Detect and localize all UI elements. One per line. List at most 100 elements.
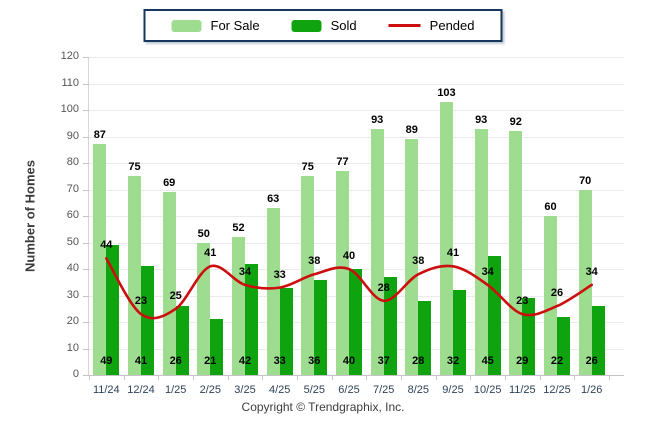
x-axis-tick	[505, 376, 506, 380]
y-axis-tick-label: 110	[61, 76, 79, 89]
for-sale-bar	[93, 144, 107, 375]
for-sale-bar	[266, 208, 280, 375]
x-axis-label: 12/25	[543, 384, 571, 396]
for-sale-value-label: 77	[336, 155, 349, 168]
pended-value-label: 41	[446, 247, 460, 260]
x-axis-tick	[123, 376, 125, 380]
y-axis-tick-label: 70	[66, 182, 79, 195]
pended-value-label: 23	[134, 295, 148, 307]
pended-value-label: 23	[516, 295, 529, 307]
x-axis-label: 9/25	[442, 384, 464, 396]
x-axis-tick	[609, 376, 610, 380]
for-sale-value-label: 92	[509, 116, 522, 129]
for-sale-value-label: 87	[93, 129, 106, 142]
y-axis-tick-label: 20	[66, 315, 79, 327]
legend-item-for-sale: For Sale	[171, 18, 260, 33]
y-axis-tick-label: 80	[66, 156, 79, 168]
legend-item-pended: Pended	[388, 18, 475, 33]
sold-bar	[487, 255, 501, 375]
pended-value-label: 34	[585, 265, 598, 278]
gridline	[89, 216, 624, 217]
pended-value-label: 33	[273, 268, 286, 281]
x-axis-label: 8/25	[407, 384, 429, 396]
sold-bar	[245, 263, 258, 375]
sold-value-label: 45	[481, 355, 494, 367]
sold-value-label: 21	[204, 355, 217, 367]
x-axis-tick	[366, 376, 368, 380]
sold-bar	[453, 290, 466, 375]
x-axis-tick	[193, 376, 194, 380]
sold-bar	[418, 300, 432, 375]
gridline	[89, 110, 624, 111]
x-axis-label: 4/25	[268, 384, 291, 396]
sold-value-label: 42	[238, 355, 252, 367]
x-axis-label: 2/25	[199, 384, 221, 396]
y-axis-tick	[83, 295, 89, 297]
pended-value-label: 41	[204, 247, 217, 260]
sold-bar	[314, 279, 328, 375]
sold-bar	[210, 319, 224, 375]
sold-value-label: 22	[550, 355, 564, 367]
legend-swatch-icon	[291, 19, 322, 32]
y-axis-tick	[83, 375, 89, 376]
y-axis-tick	[83, 110, 89, 111]
pended-value-label: 26	[550, 287, 564, 300]
for-sale-value-label: 93	[475, 113, 488, 126]
for-sale-value-label: 103	[437, 87, 456, 100]
x-axis-label: 1/26	[580, 384, 603, 396]
pended-value-label: 40	[342, 250, 356, 262]
for-sale-bar	[162, 192, 176, 375]
y-axis-tick	[83, 269, 89, 270]
for-sale-value-label: 69	[163, 177, 176, 190]
y-axis-tick-label: 100	[60, 103, 79, 115]
gridline	[89, 163, 624, 164]
x-axis-label: 6/25	[338, 384, 360, 396]
legend-label: For Sale	[210, 18, 260, 33]
gridline	[89, 189, 624, 191]
for-sale-value-label: 60	[544, 201, 557, 213]
x-axis-label: 1/25	[164, 384, 187, 396]
for-sale-value-label: 50	[197, 227, 210, 240]
sold-value-label: 49	[100, 355, 113, 367]
for-sale-bar	[336, 170, 349, 375]
for-sale-bar	[544, 216, 557, 375]
for-sale-value-label: 75	[301, 161, 314, 174]
x-axis-label: 10/25	[473, 384, 502, 396]
sold-value-label: 40	[342, 355, 356, 367]
x-axis-tick	[297, 376, 298, 380]
for-sale-bar	[578, 189, 592, 375]
x-axis-tick	[574, 376, 576, 380]
y-axis-tick-label: 40	[66, 262, 79, 274]
pended-value-label: 34	[238, 265, 252, 278]
x-axis-label: 11/25	[508, 384, 536, 396]
x-axis-tick	[401, 376, 402, 380]
y-axis-tick	[83, 189, 89, 191]
for-sale-bar	[232, 237, 245, 375]
pended-value-label: 38	[308, 255, 321, 268]
plot-area: 0 10 20 30 40 50 60 70 80 90 100 110 120 87 49 44 11/24 7…	[61, 50, 624, 396]
y-axis-tick-label: 0	[72, 368, 79, 380]
sold-value-label: 29	[516, 355, 529, 367]
for-sale-value-label: 75	[128, 161, 141, 174]
pended-value-label: 44	[100, 239, 113, 252]
sold-bar	[591, 306, 605, 375]
y-axis-tick	[83, 242, 89, 244]
pended-value-label: 25	[169, 289, 182, 302]
sold-bar	[141, 266, 154, 375]
for-sale-bar	[405, 139, 419, 375]
x-axis-tick	[89, 376, 90, 380]
y-axis-tick-label: 90	[66, 129, 79, 142]
legend-item-sold: Sold	[291, 18, 357, 33]
y-axis-tick-label: 30	[66, 288, 79, 301]
y-axis-tick	[83, 216, 89, 217]
for-sale-bar	[474, 128, 488, 375]
legend: For Sale Sold Pended	[143, 9, 503, 42]
gridline	[89, 242, 624, 244]
sold-value-label: 41	[134, 355, 148, 367]
x-axis-label: 5/25	[303, 384, 325, 396]
gridline	[89, 57, 624, 58]
sold-value-label: 26	[169, 355, 182, 367]
y-axis-tick-label: 120	[60, 50, 79, 62]
x-axis-tick	[227, 376, 229, 380]
sold-bar	[175, 306, 189, 375]
